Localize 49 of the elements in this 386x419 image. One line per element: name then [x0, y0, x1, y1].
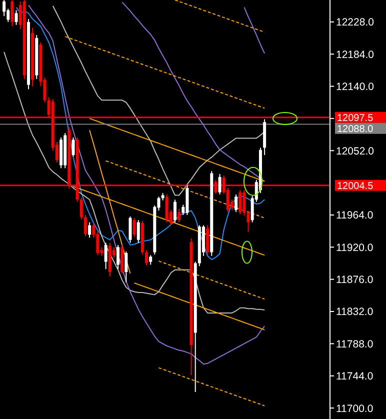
- line-series: [52, 5, 266, 196]
- y-tick-label: 11832.0: [336, 306, 374, 318]
- line-series: [28, 4, 266, 365]
- candlestick: [242, 190, 246, 216]
- y-tick-label: 12228.0: [336, 16, 374, 29]
- candlestick: [72, 136, 75, 157]
- candlestick: [14, 10, 18, 26]
- line-series: [158, 367, 266, 406]
- candlestick: [174, 199, 177, 223]
- y-tick-label: 11964.0: [336, 210, 374, 222]
- line-series: [244, 6, 266, 54]
- candlestick: [165, 194, 168, 223]
- line-series: [89, 118, 266, 182]
- candlestick: [10, 0, 14, 27]
- line-series: [174, 0, 266, 33]
- ref-line-label: 12097.5: [337, 112, 374, 124]
- candlestick: [145, 250, 148, 266]
- candlestick: [84, 214, 87, 237]
- candlestick: [88, 222, 92, 238]
- y-tick-label: 11744.0: [336, 370, 374, 383]
- candlestick: [178, 208, 181, 223]
- line-series: [134, 282, 266, 330]
- y-tick-label: 12184.0: [336, 48, 374, 61]
- y-tick-label: 12052.0: [336, 145, 374, 158]
- candlestick: [136, 220, 140, 244]
- candlestick: [104, 242, 108, 270]
- ref-line-label: 12088.0: [337, 124, 374, 135]
- y-tick-label: 11788.0: [336, 338, 374, 350]
- line-series: [158, 260, 266, 300]
- candlestick: [80, 196, 83, 220]
- candlestick: [218, 174, 222, 196]
- candlestick: [116, 244, 120, 270]
- y-tick-label: 11700.0: [336, 402, 374, 415]
- candlestick: [238, 190, 242, 215]
- line-series: [64, 36, 266, 109]
- line-series: [122, 2, 266, 182]
- y-tick-label: 11920.0: [336, 242, 374, 254]
- candlestick: [128, 216, 132, 244]
- candlestick: [124, 251, 128, 283]
- ref-line-label: 12004.5: [337, 180, 374, 192]
- line-series: [4, 51, 266, 314]
- candlestick: [246, 210, 250, 232]
- candlestick: [234, 194, 238, 213]
- candlestick: [2, 0, 6, 17]
- y-tick-label: 11876.0: [336, 274, 374, 286]
- line-series: [16, 6, 266, 260]
- y-tick-label: 12140.0: [336, 81, 374, 94]
- candlestick: [132, 217, 136, 238]
- candlestick: [149, 254, 152, 266]
